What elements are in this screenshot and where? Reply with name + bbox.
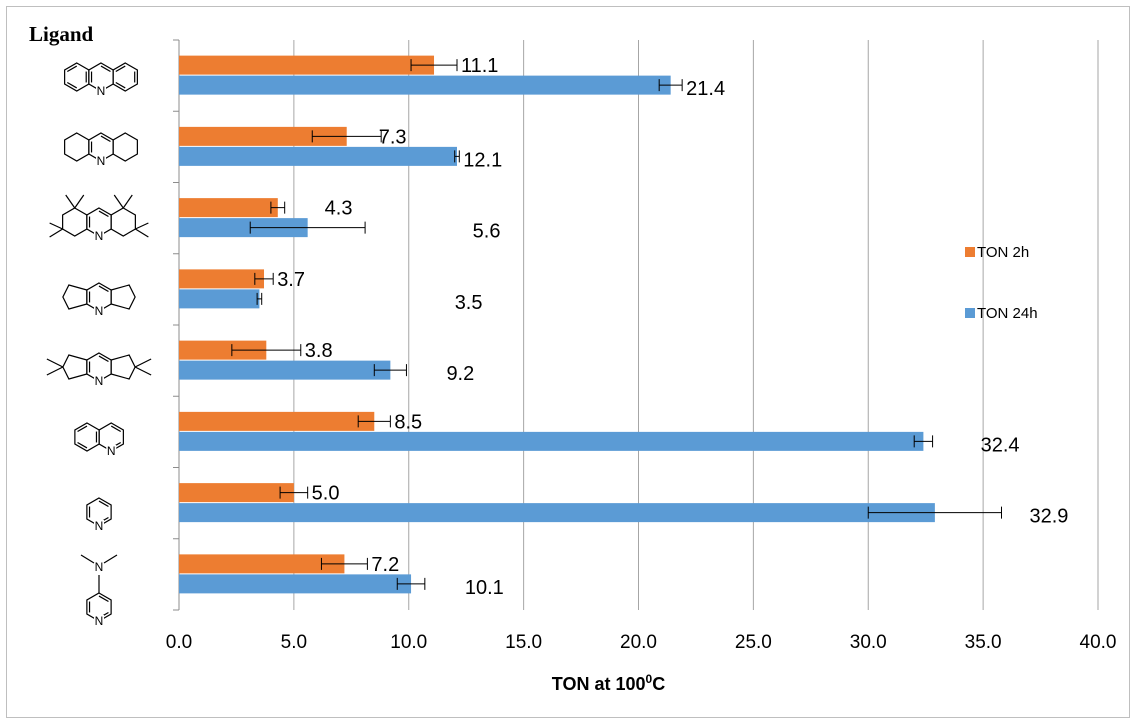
x-tick-label: 35.0: [965, 632, 1002, 653]
x-tick-labels: 0.0 5.0 10.0 15.0 20.0 25.0 30.0 35.0 40.0: [166, 632, 1117, 653]
bar-2h-acridine: [179, 55, 435, 75]
error-bar: [396, 577, 426, 590]
data-label: 11.1: [461, 55, 498, 77]
x-tick-label: 20.0: [620, 632, 657, 653]
bar-24h-tetramethyl-dicyclopentapyridine: [179, 360, 391, 380]
data-label: 5.0: [312, 483, 340, 505]
error-bar: [249, 221, 366, 234]
data-label: 8.5: [394, 411, 422, 433]
category-axis: [173, 39, 180, 611]
data-label: 3.5: [455, 292, 483, 314]
x-tick-label: 0.0: [166, 632, 192, 653]
error-bar: [254, 272, 274, 285]
x-tick-label: 10.0: [390, 632, 427, 653]
error-bars: [231, 59, 1003, 590]
bar-chart: 11.1 21.4 7.3 12.1 4.3 5.6 3.7 3.5 3.8 9.2 8.5 32.4…: [46, 39, 1117, 694]
legend-item: TON 2h: [965, 244, 1029, 261]
error-bar: [256, 292, 263, 305]
error-bar: [311, 130, 382, 143]
ligand-tetramethyl-dicyclopentapyridine: N: [46, 352, 152, 388]
error-bar: [231, 344, 302, 357]
ligand-dmap: NN: [80, 554, 118, 628]
chart-frame: Ligand 11.1 21.4 7.3 12.1 4.3 5.6 3.7 3.5 3.8 9.2…: [6, 6, 1130, 718]
legend-swatch: [965, 247, 975, 257]
ligand-quinoline: N: [74, 422, 124, 458]
bar-24h-pyridine: [179, 503, 935, 523]
data-label: 9.2: [446, 363, 474, 385]
gridlines: [293, 40, 1099, 610]
data-label: 10.1: [465, 577, 504, 599]
x-tick-label: 5.0: [281, 632, 307, 653]
data-label: 7.2: [371, 554, 399, 576]
ligand-octamethyl-octahydroacridine: N: [49, 194, 149, 243]
data-label: 12.1: [463, 149, 502, 171]
error-bar: [867, 506, 1003, 519]
error-bar: [410, 59, 458, 72]
bar-24h-DMAP: [179, 574, 412, 594]
ligand-acridine: N: [64, 62, 138, 98]
error-bar: [270, 201, 286, 214]
error-bar: [913, 435, 934, 448]
bar-2h-quinoline: [179, 411, 375, 431]
error-bar: [357, 415, 391, 428]
bar-2h-pyridine: [179, 483, 294, 503]
svg-text:N: N: [107, 444, 116, 458]
legend-swatch: [965, 308, 975, 318]
bars: [179, 55, 935, 594]
error-bar: [320, 557, 368, 570]
x-axis-title: TON at 1000C: [552, 672, 665, 694]
bar-24h-quinoline: [179, 431, 924, 451]
legend: TON 2h TON 24h: [965, 244, 1038, 322]
svg-text:N: N: [97, 154, 106, 168]
error-bar: [454, 150, 460, 163]
error-bar: [373, 364, 407, 377]
bar-2h-DMAP: [179, 554, 345, 574]
ligand-octahydroacridine: N: [64, 132, 138, 168]
svg-text:N: N: [97, 84, 106, 98]
svg-text:N: N: [95, 374, 104, 388]
data-labels: 11.1 21.4 7.3 12.1 4.3 5.6 3.7 3.5 3.8 9.2 8.5 32.4…: [277, 55, 1068, 599]
x-tick-label: 25.0: [735, 632, 772, 653]
bar-2h-octamethyl-octahydroacridine: [179, 198, 278, 218]
x-tick-label: 40.0: [1080, 632, 1117, 653]
data-label: 4.3: [325, 198, 353, 220]
svg-text:N: N: [95, 614, 104, 628]
svg-text:N: N: [95, 560, 104, 574]
x-tick-label: 30.0: [850, 632, 887, 653]
ligand-header: Ligand: [29, 22, 94, 46]
data-label: 3.7: [277, 269, 305, 291]
bar-2h-octahydroacridine: [179, 126, 347, 146]
svg-text:N: N: [95, 229, 104, 243]
data-label: 7.3: [379, 126, 407, 148]
bar-24h-dicyclopentapyridine: [179, 289, 260, 309]
error-bar: [279, 486, 309, 499]
data-label: 3.8: [305, 340, 333, 362]
bar-2h-dicyclopentapyridine: [179, 269, 265, 289]
x-tick-label: 15.0: [505, 632, 542, 653]
legend-item: TON 24h: [965, 305, 1038, 322]
data-label: 32.9: [1030, 506, 1069, 528]
legend-label: TON 24h: [977, 305, 1038, 322]
legend-label: TON 2h: [977, 244, 1029, 261]
data-label: 5.6: [473, 221, 501, 243]
svg-text:N: N: [95, 519, 104, 533]
bar-24h-octahydroacridine: [179, 146, 457, 166]
ligand-dicyclopentapyridine: N: [62, 282, 136, 318]
bar-24h-acridine: [179, 75, 671, 95]
svg-text:N: N: [95, 304, 104, 318]
bar-24h-octamethyl-octahydroacridine: [179, 218, 308, 238]
bar-2h-tetramethyl-dicyclopentapyridine: [179, 340, 267, 360]
error-bar: [658, 79, 683, 92]
ligand-pyridine: N: [86, 497, 112, 533]
data-label: 21.4: [686, 78, 725, 100]
data-label: 32.4: [981, 434, 1020, 456]
